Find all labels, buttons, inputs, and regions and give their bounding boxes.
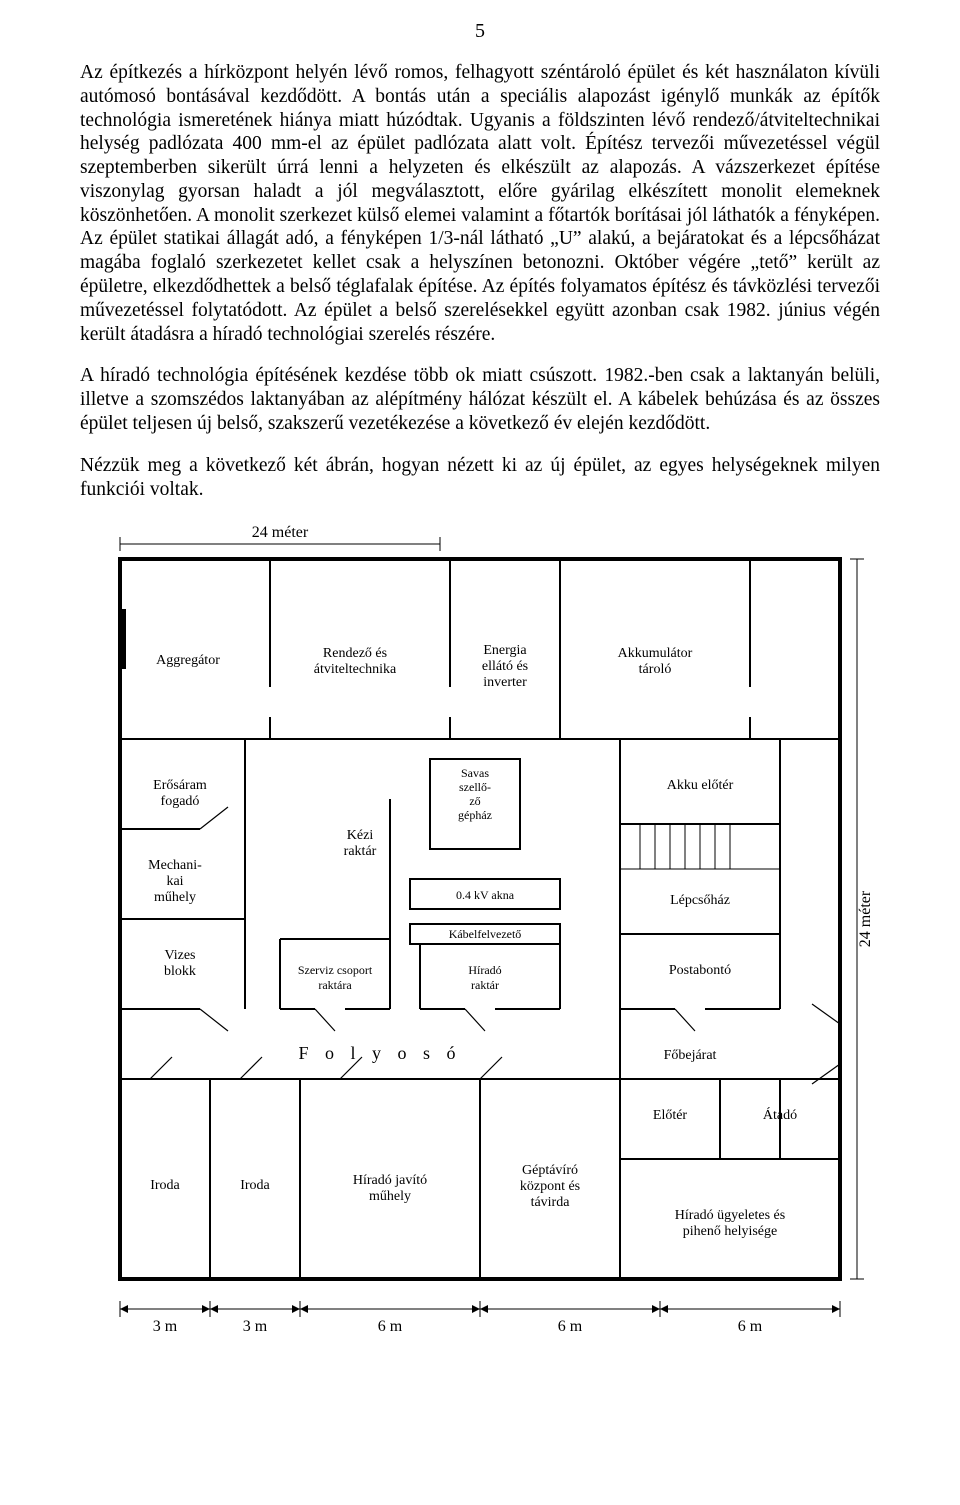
svg-text:Híradó: Híradó bbox=[468, 963, 501, 977]
svg-text:Kézi: Kézi bbox=[347, 828, 374, 843]
room-savas: Savas szellő- ző gépház bbox=[430, 759, 520, 849]
svg-text:3 m: 3 m bbox=[243, 1318, 268, 1335]
room-iroda2: Iroda bbox=[240, 1079, 300, 1279]
svg-text:Mechani-: Mechani- bbox=[148, 858, 202, 873]
page-number: 5 bbox=[80, 20, 880, 43]
svg-text:Iroda: Iroda bbox=[150, 1178, 180, 1193]
svg-text:Vizes: Vizes bbox=[164, 948, 195, 963]
svg-text:gépház: gépház bbox=[458, 808, 492, 822]
svg-text:raktár: raktár bbox=[471, 978, 499, 992]
room-hirado-ugyeletes: Híradó ügyeletes és pihenő helyisége bbox=[675, 1208, 785, 1239]
document-page: 5 Az építkezés a hírközpont helyén lévő … bbox=[40, 0, 920, 1374]
svg-text:műhely: műhely bbox=[369, 1189, 411, 1204]
room-hirado-javito: Híradó javító műhely bbox=[353, 1079, 480, 1279]
room-geptaviro: Géptávíró központ és távirda bbox=[520, 1079, 620, 1279]
svg-text:Rendező és: Rendező és bbox=[323, 646, 387, 661]
svg-text:fogadó: fogadó bbox=[161, 794, 200, 809]
svg-text:távirda: távirda bbox=[531, 1195, 571, 1210]
room-iroda1: Iroda bbox=[150, 1079, 210, 1279]
svg-text:inverter: inverter bbox=[483, 675, 527, 690]
svg-text:ző: ző bbox=[469, 794, 480, 808]
svg-text:blokk: blokk bbox=[164, 964, 196, 979]
svg-text:pihenő helyisége: pihenő helyisége bbox=[683, 1224, 777, 1239]
svg-text:6 m: 6 m bbox=[558, 1318, 583, 1335]
dim-bottom: 3 m 3 m 6 m 6 m 6 m bbox=[120, 1301, 840, 1335]
svg-text:Erősáram: Erősáram bbox=[153, 778, 207, 793]
entrance-doors bbox=[812, 1004, 840, 1084]
paragraph-1: Az építkezés a hírközpont helyén lévő ro… bbox=[80, 61, 880, 346]
svg-text:F o l y o s ó: F o l y o s ó bbox=[298, 1043, 461, 1063]
room-aggregator: Aggregátor bbox=[120, 559, 270, 739]
room-folyoso: F o l y o s ó Főbejárat bbox=[298, 1009, 716, 1079]
svg-text:Akkumulátor: Akkumulátor bbox=[618, 646, 693, 661]
dim-right-label: 24 méter bbox=[857, 890, 874, 947]
room-eloter-atado: Előtér Átadó bbox=[620, 1079, 840, 1159]
svg-text:Iroda: Iroda bbox=[240, 1178, 270, 1193]
room-hirado-raktar: Híradó raktár bbox=[420, 944, 560, 1031]
room-erosaram: Erősáram fogadó bbox=[120, 778, 228, 829]
svg-text:Előtér: Előtér bbox=[653, 1108, 688, 1123]
svg-text:Lépcsőház: Lépcsőház bbox=[670, 893, 730, 908]
svg-text:Kábelfelvezető: Kábelfelvezető bbox=[449, 927, 522, 941]
svg-text:3 m: 3 m bbox=[153, 1318, 178, 1335]
svg-text:Aggregátor: Aggregátor bbox=[156, 653, 220, 668]
floorplan-diagram: 24 méter 24 méter Aggregátor bbox=[80, 519, 880, 1344]
svg-text:6 m: 6 m bbox=[378, 1318, 403, 1335]
room-szerviz: Szerviz csoport raktára bbox=[280, 963, 390, 1031]
svg-text:tároló: tároló bbox=[639, 662, 672, 677]
svg-text:Akku előtér: Akku előtér bbox=[667, 778, 734, 793]
svg-text:Szerviz csoport: Szerviz csoport bbox=[298, 963, 373, 977]
room-kabel: Kábelfelvezető bbox=[410, 924, 560, 944]
dim-top: 24 méter bbox=[120, 524, 440, 551]
svg-text:átviteltechnika: átviteltechnika bbox=[314, 662, 397, 677]
room-energia: Energia ellátó és inverter bbox=[482, 559, 560, 739]
room-kezi-raktar: Kézi raktár bbox=[344, 828, 377, 859]
room-rendezo: Rendező és átviteltechnika bbox=[314, 559, 450, 739]
room-akna: 0.4 kV akna bbox=[410, 879, 560, 909]
svg-text:központ és: központ és bbox=[520, 1179, 580, 1194]
room-vizes: Vizes blokk bbox=[120, 948, 228, 1031]
room-lepcsohaz: Lépcsőház bbox=[620, 824, 780, 934]
svg-text:raktár: raktár bbox=[344, 844, 377, 859]
svg-text:Híradó ügyeletes és: Híradó ügyeletes és bbox=[675, 1208, 785, 1223]
room-postabonto: Postabontó bbox=[620, 963, 780, 1031]
svg-text:Átadó: Átadó bbox=[763, 1106, 797, 1123]
room-mechanikai: Mechani- kai műhely bbox=[120, 858, 245, 919]
svg-text:0.4 kV akna: 0.4 kV akna bbox=[456, 888, 515, 902]
dim-right: 24 méter bbox=[850, 559, 874, 1279]
paragraph-3: Nézzük meg a következő két ábrán, hogyan… bbox=[80, 454, 880, 502]
svg-text:műhely: műhely bbox=[154, 890, 196, 905]
svg-text:Energia: Energia bbox=[483, 643, 527, 658]
svg-text:raktára: raktára bbox=[318, 978, 352, 992]
room-akku-tarolo: Akkumulátor tároló bbox=[618, 559, 750, 739]
paragraph-2: A híradó technológia építésének kezdése … bbox=[80, 364, 880, 435]
svg-text:szellő-: szellő- bbox=[459, 780, 491, 794]
svg-text:kai: kai bbox=[166, 874, 183, 889]
svg-text:Savas: Savas bbox=[461, 766, 489, 780]
dim-top-label: 24 méter bbox=[252, 524, 309, 541]
svg-text:Postabontó: Postabontó bbox=[669, 963, 731, 978]
svg-text:Géptávíró: Géptávíró bbox=[522, 1163, 578, 1178]
svg-text:Főbejárat: Főbejárat bbox=[664, 1048, 717, 1063]
svg-text:Híradó javító: Híradó javító bbox=[353, 1173, 427, 1188]
svg-text:ellátó és: ellátó és bbox=[482, 659, 528, 674]
room-akku-eloter: Akku előtér bbox=[620, 778, 780, 824]
svg-text:6 m: 6 m bbox=[738, 1318, 763, 1335]
